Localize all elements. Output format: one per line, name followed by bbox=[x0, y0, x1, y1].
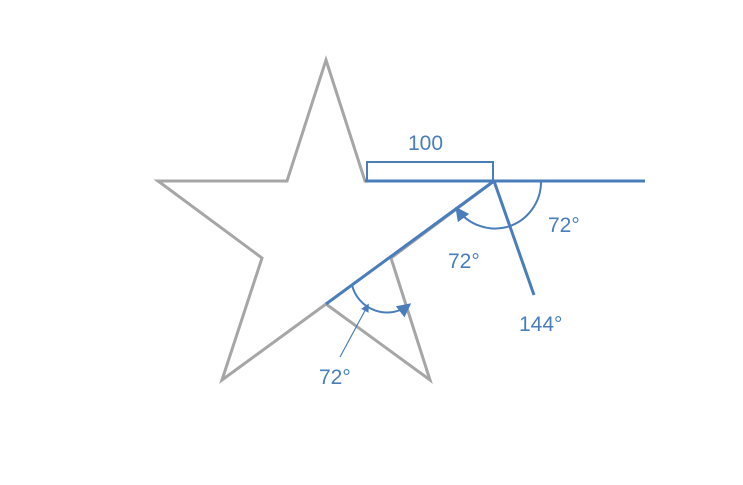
exterior-angle-label: 72° bbox=[548, 214, 580, 237]
diagonal-edge-line bbox=[325, 179, 495, 306]
point-angle-label: 144° bbox=[519, 313, 562, 336]
star-outline bbox=[153, 55, 499, 384]
bottom-angle-label: 72° bbox=[319, 366, 351, 389]
interior-angle-label: 72° bbox=[448, 250, 480, 273]
side-length-label: 100 bbox=[408, 132, 443, 155]
side-length-bracket bbox=[366, 161, 494, 181]
interior-angle-arc bbox=[455, 206, 508, 230]
bottom-angle-leader bbox=[339, 303, 369, 358]
exterior-angle-arc bbox=[506, 180, 543, 228]
bottom-angle-arc bbox=[351, 284, 412, 318]
turn-direction-line bbox=[492, 180, 536, 296]
